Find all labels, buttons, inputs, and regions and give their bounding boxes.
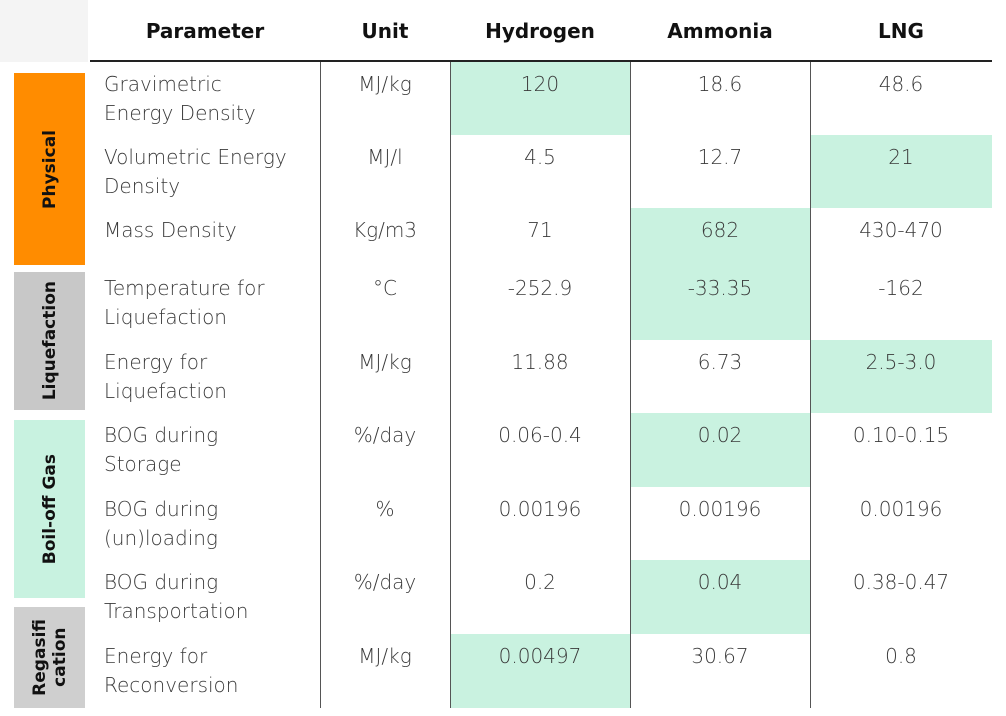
- value-cell: 30.67: [691, 644, 749, 668]
- value-cell: %/day: [353, 570, 417, 594]
- group-label: Physical: [14, 73, 85, 265]
- column-header: Hydrogen: [485, 19, 595, 43]
- value-cell: 0.00196: [498, 497, 582, 521]
- value-cell: -33.35: [630, 266, 810, 340]
- group-label: Boil-off Gas: [14, 420, 85, 598]
- value-cell: 12.7: [697, 145, 743, 169]
- value-cell: 0.8: [885, 644, 917, 668]
- value-cell: -162: [878, 276, 924, 300]
- value-cell: %/day: [353, 423, 417, 447]
- value-cell: 0.00196: [678, 497, 762, 521]
- value-cell: 0.02: [630, 413, 810, 487]
- column-divider: [630, 62, 631, 708]
- value-cell: 0.00196: [859, 497, 943, 521]
- value-cell: 682: [630, 208, 810, 266]
- parameter-cell: BOG during Storage: [104, 423, 219, 476]
- column-header: LNG: [878, 19, 924, 43]
- column-header: Parameter: [145, 19, 265, 43]
- corner-bg: [0, 0, 88, 62]
- value-cell: 0.06-0.4: [498, 423, 582, 447]
- group-text: Liquefaction: [39, 281, 60, 401]
- header-rule: [90, 60, 992, 62]
- parameter-cell: Mass Density: [104, 218, 237, 242]
- column-header: Unit: [361, 19, 409, 43]
- value-cell: 0.38-0.47: [852, 570, 950, 594]
- value-cell: %: [375, 497, 395, 521]
- parameter-cell: Gravimetric Energy Density: [104, 72, 256, 125]
- value-cell: -252.9: [507, 276, 573, 300]
- group-label: Liquefaction: [14, 272, 85, 410]
- value-cell: MJ/kg: [358, 72, 412, 96]
- group-text: Regasifi cation: [29, 619, 70, 696]
- value-cell: 71: [527, 218, 553, 242]
- value-cell: 430-470: [859, 218, 943, 242]
- group-label: Regasifi cation: [14, 607, 85, 708]
- column-divider: [320, 62, 321, 708]
- value-cell: 21: [810, 135, 992, 208]
- value-cell: 4.5: [524, 145, 556, 169]
- value-cell: 2.5-3.0: [810, 340, 992, 413]
- value-cell: 48.6: [878, 72, 924, 96]
- value-cell: 0.2: [524, 570, 556, 594]
- parameter-cell: Energy for Reconversion: [104, 644, 239, 697]
- value-cell: 120: [450, 62, 630, 135]
- value-cell: 0.00497: [450, 634, 630, 708]
- parameter-cell: BOG during Transportation: [104, 570, 249, 623]
- value-cell: 0.10-0.15: [852, 423, 950, 447]
- value-cell: MJ/kg: [358, 350, 412, 374]
- value-cell: 18.6: [697, 72, 743, 96]
- value-cell: Kg/m3: [352, 218, 418, 242]
- group-text: Physical: [39, 129, 60, 209]
- value-cell: MJ/kg: [358, 644, 412, 668]
- value-cell: 0.04: [630, 560, 810, 634]
- parameter-cell: Energy for Liquefaction: [104, 350, 227, 403]
- group-text: Boil-off Gas: [39, 453, 60, 565]
- parameter-cell: Temperature for Liquefaction: [104, 276, 265, 329]
- parameter-cell: Volumetric Energy Density: [104, 145, 287, 198]
- value-cell: 11.88: [511, 350, 569, 374]
- parameter-cell: BOG during (un)loading: [104, 497, 219, 550]
- column-divider: [810, 62, 811, 708]
- value-cell: MJ/l: [367, 145, 403, 169]
- value-cell: 6.73: [697, 350, 743, 374]
- value-cell: °C: [373, 276, 397, 300]
- column-header: Ammonia: [667, 19, 773, 43]
- column-divider: [450, 62, 451, 708]
